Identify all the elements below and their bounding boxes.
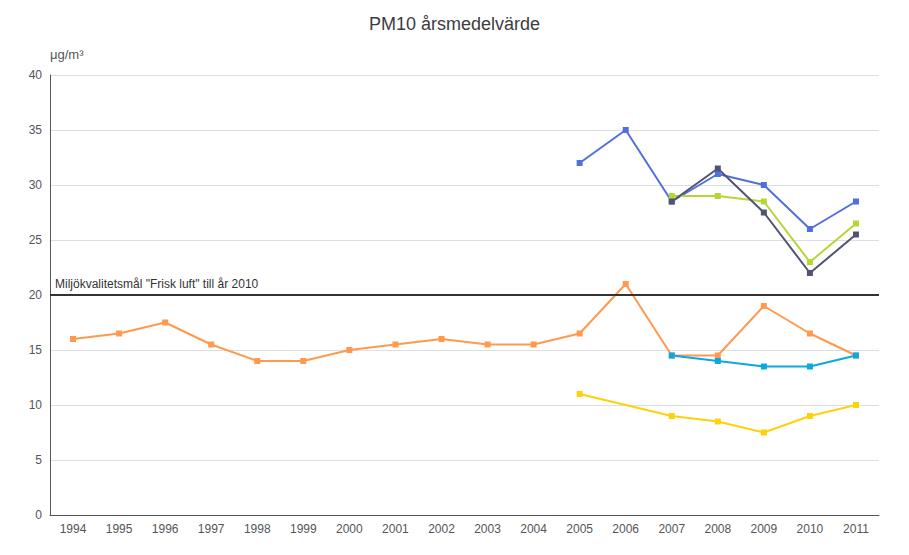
svg-text:2004: 2004 <box>520 522 547 536</box>
svg-text:2001: 2001 <box>382 522 409 536</box>
svg-text:15: 15 <box>29 343 43 357</box>
svg-text:1995: 1995 <box>106 522 133 536</box>
svg-text:2002: 2002 <box>428 522 455 536</box>
svg-text:μg/m³: μg/m³ <box>50 47 84 62</box>
svg-text:0: 0 <box>35 508 42 522</box>
svg-text:2011: 2011 <box>843 522 869 536</box>
svg-text:1998: 1998 <box>244 522 271 536</box>
svg-text:1996: 1996 <box>152 522 179 536</box>
svg-text:1994: 1994 <box>60 522 87 536</box>
svg-text:20: 20 <box>29 288 43 302</box>
svg-text:25: 25 <box>29 233 43 247</box>
svg-text:30: 30 <box>29 178 43 192</box>
svg-text:40: 40 <box>29 68 43 82</box>
svg-text:2010: 2010 <box>797 522 824 536</box>
svg-text:2005: 2005 <box>566 522 593 536</box>
svg-text:35: 35 <box>29 123 43 137</box>
svg-text:5: 5 <box>35 453 42 467</box>
svg-text:2009: 2009 <box>751 522 778 536</box>
svg-text:2003: 2003 <box>474 522 501 536</box>
svg-text:10: 10 <box>29 398 43 412</box>
svg-text:1999: 1999 <box>290 522 317 536</box>
svg-text:PM10 årsmedelvärde: PM10 årsmedelvärde <box>369 14 540 34</box>
svg-text:2006: 2006 <box>612 522 639 536</box>
svg-text:1997: 1997 <box>198 522 225 536</box>
svg-text:2000: 2000 <box>336 522 363 536</box>
svg-text:Miljökvalitetsmål "Frisk luft": Miljökvalitetsmål "Frisk luft" till år 2… <box>55 277 259 291</box>
svg-text:2007: 2007 <box>658 522 685 536</box>
svg-text:2008: 2008 <box>704 522 731 536</box>
